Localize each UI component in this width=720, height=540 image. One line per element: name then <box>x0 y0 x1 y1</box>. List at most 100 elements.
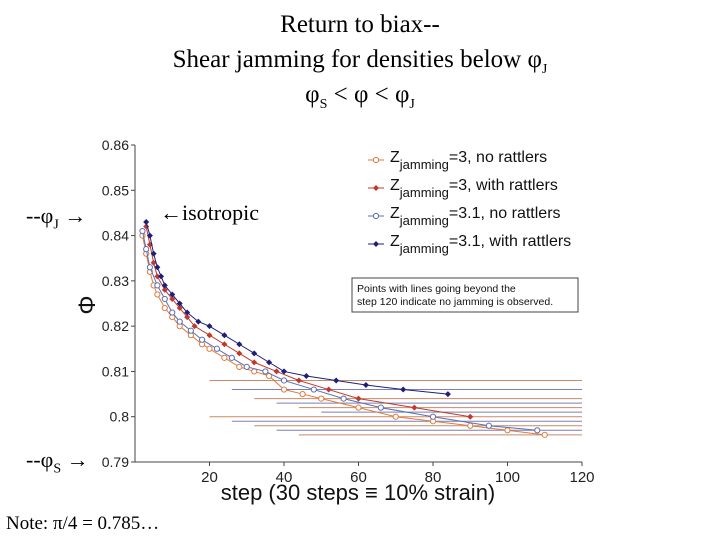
note-text: Note: π/4 = 0.785… <box>6 513 160 534</box>
data-point <box>198 336 206 343</box>
data-point <box>485 422 492 429</box>
data-point <box>362 382 369 389</box>
data-point <box>262 368 269 375</box>
data-point <box>206 323 213 330</box>
data-point <box>251 359 258 366</box>
data-point <box>377 404 384 411</box>
data-point <box>161 295 168 303</box>
y-tick-label: 0.83 <box>102 273 129 289</box>
data-point <box>236 363 243 370</box>
x-tick-label: 120 <box>569 469 594 486</box>
data-point <box>504 427 511 434</box>
data-point <box>139 227 146 235</box>
series-line <box>141 235 545 436</box>
data-point <box>150 259 157 266</box>
phi-j-label: --φJ → <box>26 203 87 233</box>
data-point <box>429 413 437 420</box>
y-axis-label: Φ <box>74 295 101 314</box>
data-point <box>236 350 243 357</box>
data-point <box>169 309 176 316</box>
data-point <box>295 377 302 384</box>
x-tick-label: 100 <box>495 469 520 486</box>
data-point <box>206 345 213 352</box>
annotation-text: Points with lines going beyond the <box>357 283 516 295</box>
y-tick-label: 0.85 <box>102 182 129 198</box>
data-point <box>176 318 183 325</box>
data-point <box>161 286 168 293</box>
data-point <box>221 332 228 339</box>
data-point <box>467 422 474 429</box>
data-point <box>318 395 325 402</box>
phi-s-label: --φS → <box>26 447 89 477</box>
data-point <box>169 291 176 298</box>
data-point <box>280 386 288 393</box>
legend-marker <box>372 212 380 220</box>
data-point <box>206 332 213 339</box>
legend-marker <box>372 156 380 164</box>
data-point <box>146 264 153 271</box>
data-point <box>534 427 541 434</box>
data-point <box>444 391 451 398</box>
x-tick-label: 40 <box>276 469 293 486</box>
data-point <box>310 386 317 393</box>
data-point <box>228 354 235 361</box>
legend-marker <box>373 241 379 247</box>
data-point <box>161 304 168 312</box>
legend-marker <box>373 185 379 191</box>
data-point <box>150 250 157 257</box>
data-point <box>266 359 273 366</box>
data-point <box>392 413 399 420</box>
y-tick-label: 0.8 <box>110 409 130 425</box>
data-point <box>221 341 228 348</box>
data-point <box>400 386 407 393</box>
data-point <box>221 354 228 361</box>
series-1 <box>139 232 548 438</box>
data-point <box>143 246 150 253</box>
data-point <box>184 309 191 316</box>
data-point <box>146 232 153 239</box>
isotropic-label: ←isotropic <box>160 200 259 225</box>
data-point <box>411 404 418 411</box>
data-point <box>184 314 191 321</box>
x-tick-label: 60 <box>350 469 367 486</box>
legend-entry: Zjamming=3.1, no rattlers <box>390 205 561 228</box>
series-2 <box>143 223 474 420</box>
data-point <box>176 305 183 312</box>
data-point <box>187 327 194 334</box>
data-point <box>355 395 362 402</box>
annotation-box <box>351 277 579 313</box>
legend: Zjamming=3, no rattlers Zjamming=3, with … <box>368 149 571 256</box>
data-point <box>303 372 310 379</box>
data-point <box>467 413 474 420</box>
data-point <box>236 341 243 348</box>
data-point <box>176 300 183 307</box>
data-point <box>280 377 288 384</box>
data-point <box>299 390 306 398</box>
legend-entry: Zjamming=3.1, with rattlers <box>390 233 571 256</box>
data-point <box>251 350 258 357</box>
y-tick-label: 0.86 <box>102 137 129 153</box>
y-tick-label: 0.82 <box>102 318 129 334</box>
slide-title-line-3: φS < φ < φJ <box>305 81 415 112</box>
data-point <box>273 368 280 375</box>
data-point <box>191 323 198 330</box>
series-3 <box>139 227 541 434</box>
data-point <box>143 218 150 225</box>
legend-entry: Zjamming=3, with rattlers <box>390 177 558 200</box>
data-point <box>169 295 176 302</box>
y-tick-label: 0.79 <box>102 454 129 470</box>
x-tick-label: 20 <box>201 469 218 486</box>
data-point <box>333 377 340 384</box>
x-axis-label: step (30 steps ≡ 10% strain) <box>221 480 496 505</box>
annotation-text: step 120 indicate no jamming is observed… <box>357 296 553 308</box>
data-point <box>161 282 168 289</box>
data-point <box>243 363 250 370</box>
data-point <box>158 273 165 280</box>
series-4 <box>143 218 451 398</box>
data-point <box>154 264 161 271</box>
data-point <box>355 404 362 411</box>
data-point <box>154 291 161 298</box>
data-point <box>340 395 347 402</box>
slide-title-line-1: Return to biax-- <box>280 11 440 38</box>
